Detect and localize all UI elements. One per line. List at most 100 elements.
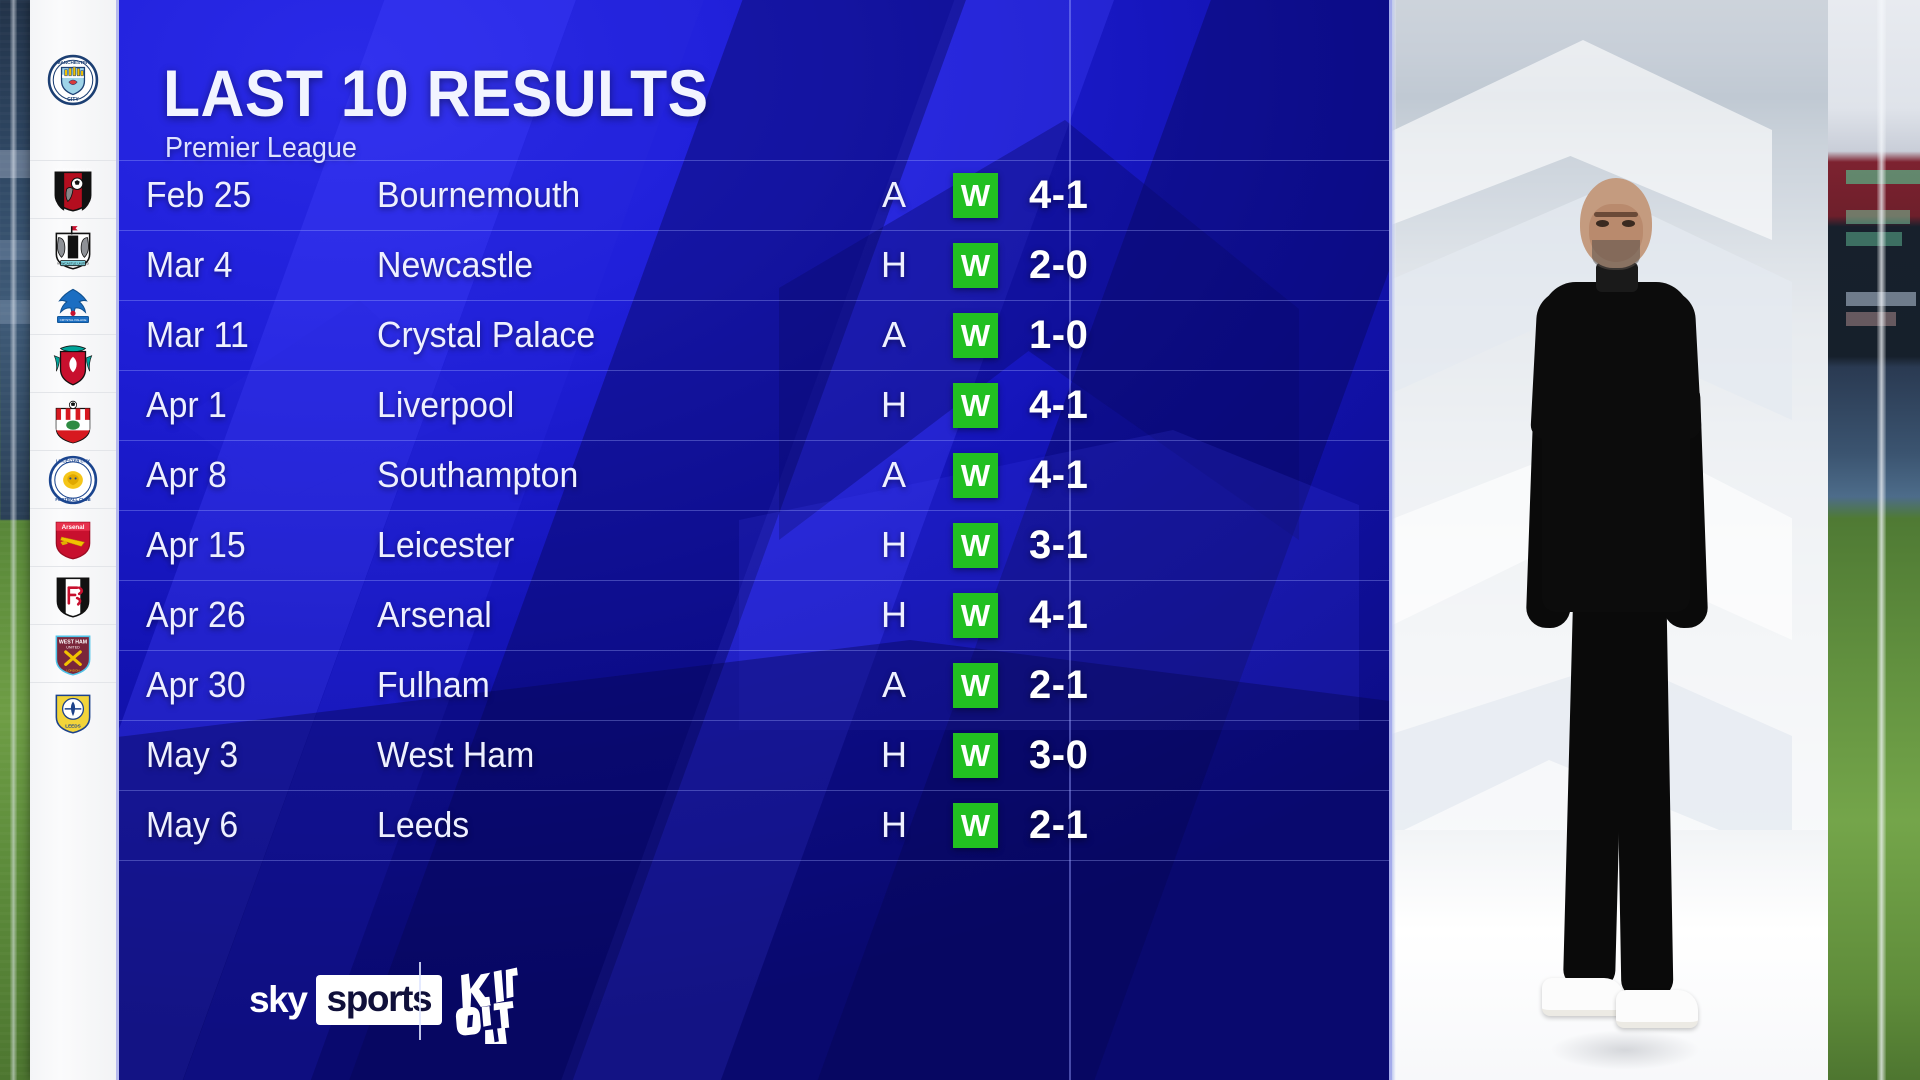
result-badge: W [953,802,1005,848]
result-letter: W [960,457,991,493]
result-letter: W [960,667,991,703]
table-row[interactable]: May 3 West Ham H W 3-0 [119,720,1389,790]
result-letter: W [960,527,991,563]
venue-letter: H [881,244,907,285]
svg-text:NEWCASTLE UNITED: NEWCASTLE UNITED [57,261,90,265]
torso [1542,282,1690,612]
row-divider [119,650,1389,651]
match-date: Mar 11 [146,314,249,355]
venue-letter: H [881,734,907,775]
match-date: Feb 25 [146,174,252,215]
sidebar-crest-bournemouth: AFC BOURNEMOUTH [30,160,116,218]
row-divider [119,580,1389,581]
sky-wordmark: sky [249,979,308,1020]
result-badge: W [953,452,1005,498]
beard [1592,240,1640,270]
table-row[interactable]: Mar 11 Crystal Palace A W 1-0 [119,300,1389,370]
match-score: 4-1 [1029,452,1089,497]
match-score: 2-1 [1029,802,1089,847]
sidebar-crest-manchester-city: MANCHESTER CITY [30,0,116,160]
page-title: LAST 10 RESULTS [163,56,709,130]
panel-background [119,0,1389,1080]
opponent-name: West Ham [377,734,535,775]
result-letter: W [960,597,991,633]
match-score: 4-1 [1029,592,1089,637]
match-date: May 3 [146,734,239,775]
match-date: Apr 26 [146,594,246,635]
goal-post-right [1877,0,1886,1080]
match-score: 4-1 [1029,172,1089,217]
eye-left [1596,220,1609,227]
result-badge: W [953,242,1005,288]
row-divider [119,160,1389,161]
panel-edge [1392,0,1396,1080]
stadium-screen-line [1846,232,1902,246]
result-letter: W [960,177,991,213]
venue-letter: H [881,524,907,565]
opponent-name: Bournemouth [377,174,581,215]
table-row[interactable]: Apr 1 Liverpool H W 4-1 [119,370,1389,440]
result-letter: W [960,737,991,773]
table-row[interactable]: Mar 4 Newcastle H W 2-0 [119,230,1389,300]
match-date: Mar 4 [146,244,233,285]
stadium-screen-line [1846,312,1896,326]
result-badge: W [953,172,1005,218]
match-date: Apr 8 [146,454,227,495]
logo-divider [419,962,421,1040]
match-date: Apr 15 [146,524,246,565]
sidebar-crest-southampton [30,392,116,450]
page-subtitle: Premier League [165,132,357,164]
result-badge: W [953,382,1005,428]
row-divider [119,510,1389,511]
result-letter: W [960,317,991,353]
result-badge: W [953,662,1005,708]
row-divider [119,230,1389,231]
match-score: 1-0 [1029,312,1089,357]
svg-text:MANCHESTER: MANCHESTER [57,60,90,65]
stand-detail [0,150,30,178]
table-row[interactable]: Apr 26 Arsenal H W 4-1 [119,580,1389,650]
stadium-stand [0,0,30,520]
row-divider [119,370,1389,371]
table-row[interactable]: Feb 25 Bournemouth A W 4-1 [119,160,1389,230]
result-badge: W [953,592,1005,638]
bournemouth-crest: AFC BOURNEMOUTH [54,167,92,212]
result-letter: W [960,247,991,283]
sidebar-crest-leicester: LEICESTER CITY FOOTBALL CLUB [30,450,116,508]
opponent-name: Arsenal [377,594,492,635]
svg-text:AFC BOURNEMOUTH: AFC BOURNEMOUTH [54,167,91,171]
table-row[interactable]: Apr 8 Southampton A W 4-1 [119,440,1389,510]
floor-reflection [1550,1030,1700,1070]
kick-it-out-logo [449,958,535,1044]
svg-text:Arsenal: Arsenal [62,524,85,531]
sidebar-crest-west-ham: WEST HAM UNITED LONDON [30,624,116,682]
west-ham-crest: WEST HAM UNITED LONDON [55,635,91,676]
eye-right [1622,220,1635,227]
match-score: 2-1 [1029,662,1089,707]
row-divider [119,720,1389,721]
sidebar-crest-leeds: LEEDS [30,682,116,740]
goal-post-left [10,0,17,1080]
row-divider [119,440,1389,441]
opponent-name: Leeds [377,804,470,845]
stand-detail [0,240,30,260]
opponent-name: Leicester [377,524,515,565]
leg-right [1614,597,1674,999]
venue-letter: H [881,804,907,845]
svg-text:LONDON: LONDON [66,668,79,672]
leicester-crest: LEICESTER CITY FOOTBALL CLUB [48,455,98,504]
crest-rail: MANCHESTER CITY AFC BOURNEMOUTH [30,0,116,1080]
arsenal-crest: Arsenal [55,521,91,559]
table-row[interactable]: May 6 Leeds H W 2-1 [119,790,1389,860]
fulham-crest [56,577,90,618]
opponent-name: Fulham [377,664,490,705]
result-letter: W [960,807,991,843]
match-score: 2-0 [1029,242,1089,287]
svg-text:CITY: CITY [67,97,79,103]
result-badge: W [953,522,1005,568]
manchester-city-crest: MANCHESTER CITY [47,54,99,106]
svg-text:LEEDS: LEEDS [65,723,81,728]
table-row[interactable]: Apr 15 Leicester H W 3-1 [119,510,1389,580]
table-row[interactable]: Apr 30 Fulham A W 2-1 [119,650,1389,720]
